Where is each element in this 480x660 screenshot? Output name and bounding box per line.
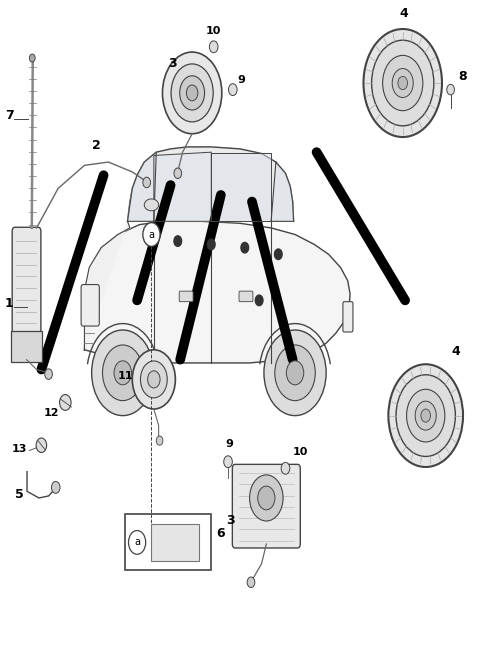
- Circle shape: [174, 236, 181, 246]
- Circle shape: [207, 239, 215, 249]
- Polygon shape: [128, 147, 294, 221]
- Circle shape: [383, 55, 423, 111]
- Circle shape: [250, 475, 283, 521]
- Text: a: a: [134, 537, 140, 547]
- Circle shape: [447, 84, 455, 95]
- Circle shape: [150, 229, 157, 240]
- Circle shape: [407, 389, 445, 442]
- Circle shape: [275, 345, 315, 401]
- Circle shape: [45, 369, 52, 380]
- Text: 2: 2: [92, 139, 101, 152]
- FancyBboxPatch shape: [179, 291, 193, 302]
- Polygon shape: [84, 221, 130, 350]
- FancyBboxPatch shape: [239, 291, 253, 302]
- Text: 9: 9: [238, 75, 245, 85]
- FancyBboxPatch shape: [11, 331, 42, 362]
- Text: 12: 12: [43, 408, 59, 418]
- Circle shape: [114, 361, 132, 385]
- Circle shape: [421, 409, 431, 422]
- Text: 3: 3: [226, 514, 235, 527]
- Ellipse shape: [144, 199, 158, 211]
- Circle shape: [51, 482, 60, 493]
- Text: 1: 1: [5, 297, 14, 310]
- Circle shape: [264, 330, 326, 416]
- Circle shape: [209, 41, 218, 53]
- Circle shape: [287, 361, 304, 385]
- Circle shape: [396, 375, 456, 457]
- Circle shape: [275, 249, 282, 259]
- Circle shape: [129, 531, 146, 554]
- Text: 5: 5: [14, 488, 23, 501]
- Circle shape: [415, 401, 436, 430]
- Text: 9: 9: [225, 439, 233, 449]
- Circle shape: [372, 40, 434, 126]
- Text: 10: 10: [293, 447, 308, 457]
- Text: 6: 6: [216, 527, 225, 540]
- Circle shape: [143, 177, 151, 187]
- Text: 3: 3: [168, 57, 177, 69]
- FancyBboxPatch shape: [232, 465, 300, 548]
- Bar: [152, 524, 199, 560]
- Circle shape: [258, 486, 275, 510]
- Polygon shape: [128, 152, 156, 221]
- FancyBboxPatch shape: [12, 227, 41, 341]
- Bar: [125, 514, 211, 570]
- Text: 8: 8: [458, 70, 467, 82]
- Polygon shape: [211, 154, 271, 221]
- Polygon shape: [154, 152, 211, 221]
- FancyBboxPatch shape: [343, 302, 353, 332]
- Polygon shape: [271, 162, 294, 221]
- Circle shape: [174, 168, 181, 178]
- Circle shape: [186, 85, 198, 101]
- Circle shape: [141, 361, 167, 398]
- Circle shape: [103, 345, 143, 401]
- Circle shape: [92, 330, 154, 416]
- Polygon shape: [84, 221, 350, 363]
- Circle shape: [388, 364, 463, 467]
- Circle shape: [162, 52, 222, 134]
- Circle shape: [247, 577, 255, 587]
- Circle shape: [29, 54, 35, 62]
- Circle shape: [224, 456, 232, 468]
- Text: 10: 10: [206, 26, 221, 36]
- FancyBboxPatch shape: [81, 284, 99, 326]
- Circle shape: [363, 29, 442, 137]
- Circle shape: [171, 64, 213, 122]
- Text: a: a: [148, 230, 155, 240]
- Circle shape: [281, 463, 290, 475]
- Text: 7: 7: [5, 110, 14, 122]
- Text: 13: 13: [12, 444, 27, 454]
- Circle shape: [398, 77, 408, 90]
- Circle shape: [241, 242, 249, 253]
- Circle shape: [36, 438, 47, 453]
- Circle shape: [156, 436, 163, 446]
- Circle shape: [392, 69, 413, 98]
- Circle shape: [143, 222, 160, 246]
- Text: 11: 11: [118, 372, 133, 381]
- Circle shape: [132, 350, 175, 409]
- Circle shape: [228, 84, 237, 96]
- Text: 4: 4: [399, 7, 408, 20]
- Circle shape: [148, 371, 160, 388]
- Text: 4: 4: [451, 345, 460, 358]
- Circle shape: [180, 76, 204, 110]
- Circle shape: [60, 395, 71, 411]
- Circle shape: [255, 295, 263, 306]
